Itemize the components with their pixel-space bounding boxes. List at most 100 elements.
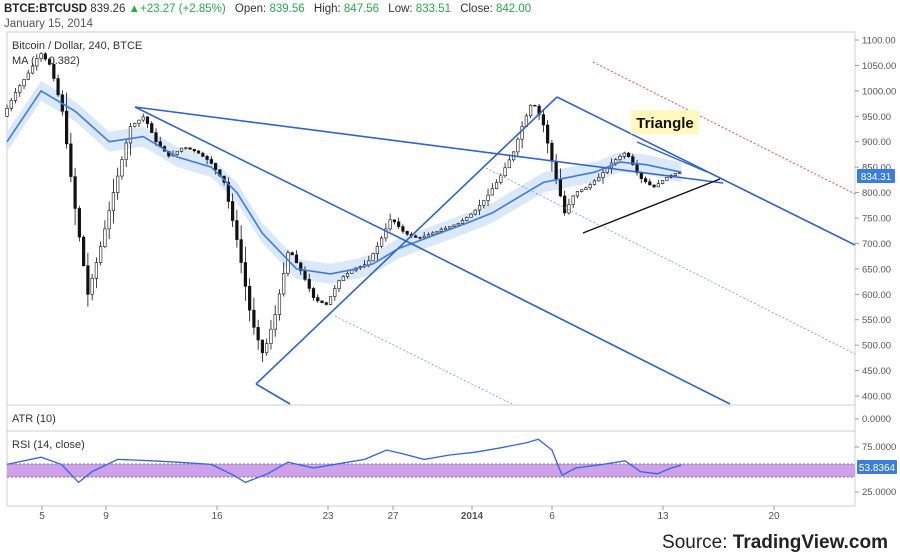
candle-body	[256, 327, 260, 341]
atr-pane[interactable]: ATR (10) 0.0000	[12, 413, 891, 425]
candle-body	[286, 252, 290, 274]
candle-body	[311, 288, 316, 298]
ma-value: 0.382)	[49, 55, 80, 67]
candle-body	[516, 138, 520, 153]
triangle-annotation-box[interactable]	[631, 110, 699, 134]
candle-body	[145, 116, 150, 124]
candle-body	[30, 65, 35, 74]
candle-body	[443, 227, 448, 231]
candle-body	[673, 173, 677, 176]
candle-body	[388, 219, 392, 230]
candle-body	[103, 228, 107, 247]
triangle-lower-line[interactable]	[582, 178, 721, 234]
candle-body	[201, 152, 205, 157]
candle-body	[179, 147, 184, 152]
candle-body	[128, 126, 133, 144]
moving-average-line	[6, 89, 682, 275]
candle-body	[192, 149, 196, 152]
candle-body	[320, 300, 324, 303]
candle-body	[375, 246, 379, 254]
candle-body	[465, 217, 469, 221]
candle-body	[601, 172, 605, 178]
candle-body	[116, 175, 120, 193]
candle-body	[69, 143, 73, 177]
candle-body	[188, 147, 192, 150]
candle-body	[137, 119, 141, 124]
median-dotted-line-2	[485, 167, 856, 355]
candle-body	[9, 100, 13, 109]
channel-upper-left-line[interactable]	[134, 106, 413, 245]
main-price-pane[interactable]: Triangle Bitcoin / Dollar, 240, BTCE MA …	[5, 40, 856, 405]
chart-date: January 15, 2014	[4, 18, 93, 30]
rsi-tick-label-25: 25.0000	[862, 487, 896, 498]
candle-body	[533, 104, 537, 107]
time-axis[interactable]: 5 9 16 23 27 2014 6 13 20	[39, 506, 780, 522]
candle-body	[431, 232, 435, 235]
change-up-icon: ▲	[128, 3, 141, 15]
triangle-upper-line[interactable]	[636, 141, 708, 173]
median-dotted-line-1	[334, 315, 513, 405]
price-axis-label: 1050.00	[862, 61, 896, 72]
candle-body	[414, 235, 418, 238]
candle-body	[213, 163, 218, 170]
candle-body	[452, 224, 456, 227]
price-axis-label: 1000.00	[862, 86, 896, 97]
candle-body	[405, 231, 409, 235]
candle-body	[333, 288, 337, 297]
candle-body	[294, 254, 299, 264]
pitchfork-drawing[interactable]	[134, 61, 856, 405]
candle-body	[422, 235, 426, 239]
channel-bottom-stub[interactable]	[255, 383, 291, 405]
candle-body	[418, 237, 422, 239]
candle-body	[120, 159, 124, 177]
candle-body	[18, 85, 22, 93]
candle-body	[252, 309, 256, 328]
candle-body	[265, 343, 269, 354]
candle-body	[22, 79, 26, 87]
channel-rising-line[interactable]	[255, 96, 558, 385]
candle-body	[184, 147, 188, 149]
time-axis-label: 13	[657, 511, 669, 522]
candle-body	[35, 58, 39, 67]
candle-body	[371, 253, 375, 262]
candle-body	[307, 279, 311, 289]
price-axis[interactable]: 1100.001050.001000.00950.00900.00850.008…	[855, 36, 896, 403]
low-value: 833.51	[415, 3, 451, 15]
candle-body	[56, 78, 60, 96]
candle-body	[273, 314, 277, 330]
source-brand: TradingView.com	[732, 532, 888, 553]
candle-body	[380, 237, 384, 247]
price-axis-label: 1100.00	[862, 36, 896, 47]
ma-legend: MA (0.382)	[12, 55, 80, 67]
triangle-drawing[interactable]	[582, 141, 721, 234]
candle-body	[554, 161, 558, 180]
candle-body	[507, 159, 511, 169]
resistance-red-dotted-line	[592, 61, 856, 195]
candle-body	[299, 262, 303, 272]
candle-body	[392, 219, 396, 223]
candle-body	[486, 194, 490, 201]
price-axis-label: 950.00	[862, 112, 891, 123]
channel-lower-line[interactable]	[411, 243, 731, 405]
candle-body	[94, 262, 98, 279]
candle-body	[448, 226, 452, 229]
candle-body	[397, 221, 401, 227]
candle-body	[90, 278, 94, 295]
atr-tick-label: 0.0000	[862, 414, 891, 425]
candle-body	[269, 328, 273, 344]
candle-body	[47, 58, 52, 65]
high-value: 847.56	[343, 3, 380, 15]
candle-body	[626, 152, 631, 157]
candle-body	[328, 296, 333, 305]
candle-body	[456, 223, 460, 226]
time-axis-label: 9	[103, 511, 109, 522]
price-change: +23.27 (+2.85%)	[140, 3, 226, 15]
triangle-annotation-label[interactable]: Triangle	[636, 115, 694, 132]
close-label: Close:	[460, 3, 493, 15]
candle-body	[133, 122, 137, 127]
channel-upper-line[interactable]	[134, 106, 724, 184]
candle-body	[290, 252, 294, 256]
rsi-pane[interactable]: RSI (14, close) 75.0000 25.0000 53.8364	[6, 438, 897, 498]
last-price-value: 834.31	[861, 172, 892, 183]
price-axis-label: 400.00	[862, 392, 891, 403]
